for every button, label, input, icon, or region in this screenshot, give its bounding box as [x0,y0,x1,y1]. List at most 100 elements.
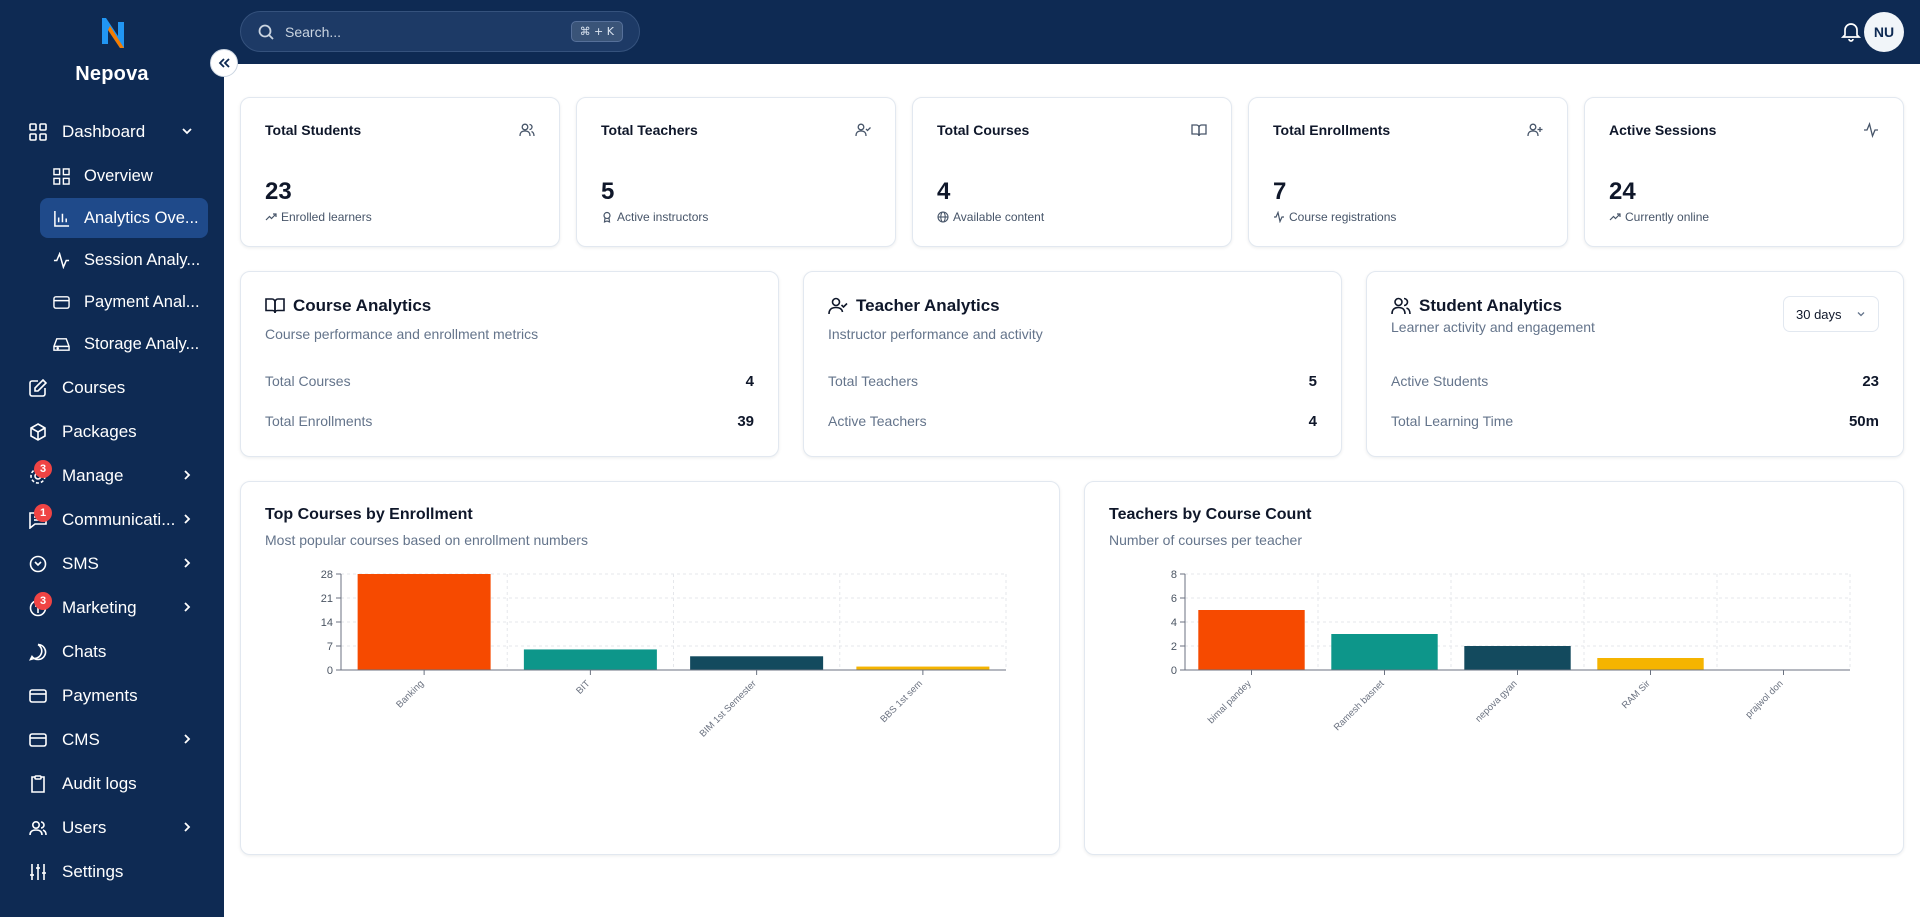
metric-value: 23 [1862,373,1879,390]
card-title: Teacher Analytics [828,296,1000,316]
search-icon [258,24,274,40]
sidebar-sub-label: Session Analy... [84,250,201,269]
x-tick-label: Banking [394,678,426,710]
chevrons-left-icon [218,58,230,68]
search-bar[interactable]: Search... ⌘ + K [240,11,640,52]
search-input[interactable]: Search... [285,23,342,40]
y-tick-label: 8 [1171,569,1177,581]
user-check-icon [828,297,848,315]
metric-value: 4 [1308,413,1317,430]
bell-icon[interactable] [1840,20,1862,42]
y-tick-label: 0 [1171,665,1177,677]
clipboard-icon [28,774,48,794]
collapse-sidebar-button[interactable] [210,49,238,77]
x-tick-label: bimal pandey [1206,678,1254,726]
nepova-logo-icon [102,18,124,48]
y-tick-label: 6 [1171,593,1177,605]
chart-subtitle: Number of courses per teacher [1109,532,1302,548]
sidebar-item-label: Chats [62,642,107,661]
chart-subtitle: Most popular courses based on enrollment… [265,532,588,548]
stat-subtitle-text: Currently online [1625,210,1710,224]
card-title: Student Analytics [1391,296,1562,316]
period-select[interactable]: 30 days [1783,296,1879,332]
metric-row: Total Teachers 5 [828,373,1317,390]
sidebar-item-users[interactable]: Users [0,806,224,850]
chevron-down-icon [1857,312,1865,317]
metric-label: Total Courses [265,373,351,389]
sidebar-item-packages[interactable]: Packages [0,410,224,454]
chevron-down-icon [182,128,192,135]
sidebar-item-dashboard[interactable]: Dashboard [0,110,224,154]
sidebar: Nepova Dashboard Overview Analytics Ove.… [0,0,224,917]
student-analytics-card: Student Analytics Learner activity and e… [1366,271,1904,457]
notification-badge: 3 [34,592,52,610]
sidebar-item-label: CMS [62,730,100,749]
metric-label: Active Teachers [828,413,927,429]
metric-row: Total Courses 4 [265,373,754,390]
globe-icon [937,211,949,223]
stat-title: Total Students [265,122,362,138]
sidebar-item-label: Audit logs [62,774,137,793]
sidebar-item-settings[interactable]: Settings [0,850,224,894]
book-open-icon [1191,124,1207,137]
sidebar-sub-payment-analytics[interactable]: Payment Anal... [40,282,208,322]
sidebar-item-communications[interactable]: 1 Communicati... [0,498,224,542]
metric-value: 4 [745,373,754,390]
sidebar-sub-overview[interactable]: Overview [40,156,208,196]
sidebar-item-sms[interactable]: SMS [0,542,224,586]
stat-value: 23 [265,178,292,205]
sidebar-sub-storage-analytics[interactable]: Storage Analy... [40,324,208,364]
sidebar-item-label: Settings [62,862,124,881]
stat-card-total-enrollments: Total Enrollments 7 Course registrations [1248,97,1568,247]
sidebar-item-label: Manage [62,466,124,485]
sidebar-item-payments[interactable]: Payments [0,674,224,718]
bar-chart-icon [52,209,70,227]
stat-card-total-teachers: Total Teachers 5 Active instructors [576,97,896,247]
stat-title: Active Sessions [1609,122,1717,138]
sidebar-item-audit-logs[interactable]: Audit logs [0,762,224,806]
user-check-icon [855,123,871,137]
notification-badge: 3 [34,460,52,478]
user-plus-icon [1527,123,1543,137]
metric-row: Total Learning Time 50m [1391,413,1879,430]
x-tick-label: prajwol don [1743,678,1785,720]
card-description: Instructor performance and activity [828,326,1043,342]
hard-drive-icon [52,335,70,353]
brand: Nepova [0,14,224,86]
metric-label: Total Teachers [828,373,919,389]
y-tick-label: 4 [1171,617,1177,629]
stat-subtitle: Course registrations [1273,210,1396,224]
chevron-right-icon [184,602,191,612]
x-tick-label: Ramesh basnet [1332,678,1387,733]
stat-value: 4 [937,178,951,205]
sidebar-item-courses[interactable]: Courses [0,366,224,410]
users-icon [28,818,48,838]
stat-card-total-students: Total Students 23 Enrolled learners [240,97,560,247]
sidebar-sub-session-analytics[interactable]: Session Analy... [40,240,208,280]
sidebar-sub-analytics-overview[interactable]: Analytics Ove... [40,198,208,238]
bar [357,574,491,670]
avatar[interactable]: NU [1864,12,1904,52]
sidebar-sub-label: Storage Analy... [84,334,200,353]
stat-subtitle: Enrolled learners [265,210,372,224]
card-description: Course performance and enrollment metric… [265,326,539,342]
bar [523,649,657,670]
chat-icon [28,642,48,662]
card-title: Course Analytics [265,296,431,316]
teacher-analytics-card: Teacher Analytics Instructor performance… [803,271,1342,457]
sidebar-item-chats[interactable]: Chats [0,630,224,674]
sidebar-item-label: Payments [62,686,138,705]
sidebar-item-cms[interactable]: CMS [0,718,224,762]
x-tick-label: RAM Sir [1620,678,1653,711]
sidebar-item-manage[interactable]: 3 Manage [0,454,224,498]
layout-grid-icon [52,167,70,185]
cms-icon [28,730,48,750]
card-title-text: Teacher Analytics [856,296,1000,315]
metric-label: Total Enrollments [265,413,373,429]
sidebar-item-marketing[interactable]: 3 Marketing [0,586,224,630]
trending-up-icon [265,213,277,221]
notification-badge: 1 [34,504,52,522]
search-shortcut: ⌘ + K [570,21,623,42]
sidebar-item-label: Courses [62,378,126,397]
x-tick-label: BBS 1st sem [878,678,925,725]
